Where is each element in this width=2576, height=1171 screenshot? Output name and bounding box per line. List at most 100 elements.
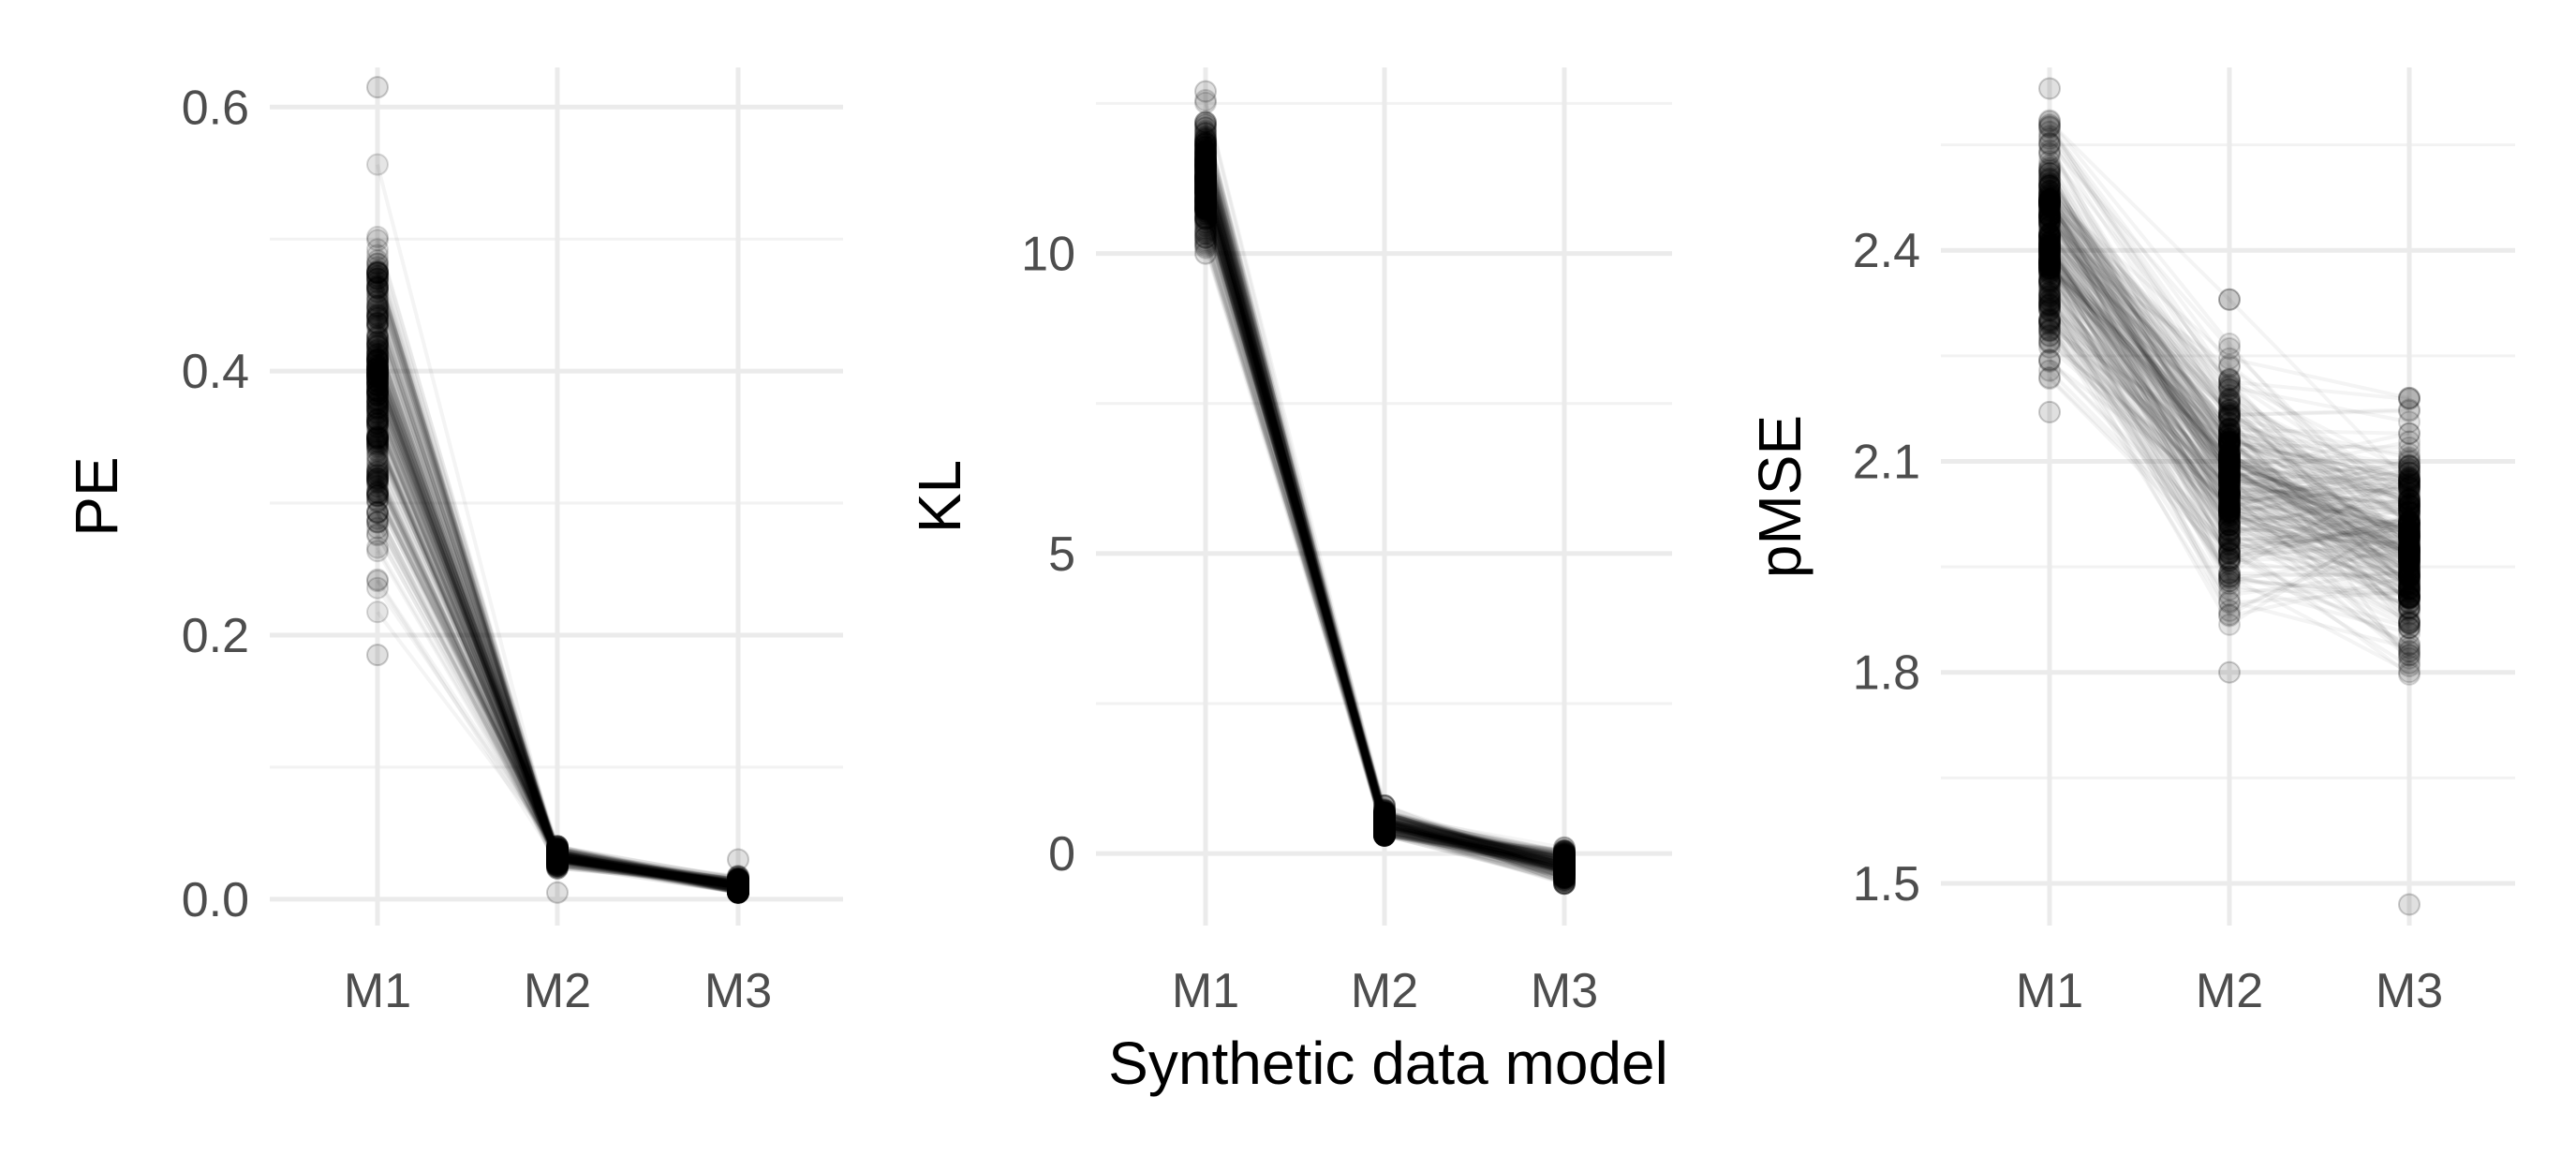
trajectory-line [376, 422, 739, 888]
data-point [366, 426, 389, 450]
data-point [366, 489, 389, 511]
data-point [546, 856, 569, 880]
trajectory-line [376, 315, 739, 885]
trajectory-line [376, 359, 739, 894]
data-point-extreme [1194, 242, 1217, 265]
data-point [727, 875, 749, 898]
data-point [727, 871, 749, 895]
data-point [727, 869, 749, 893]
data-point [546, 842, 569, 866]
data-point [546, 841, 569, 865]
trajectory-line [376, 378, 739, 892]
trajectory-line [376, 371, 739, 894]
data-point [546, 837, 569, 861]
trajectory-line [376, 322, 739, 889]
trajectory-line [376, 378, 739, 884]
data-point [727, 872, 749, 896]
data-point [546, 850, 569, 873]
data-point-extreme [727, 848, 749, 871]
data-point [366, 378, 389, 402]
data-point [2398, 499, 2421, 523]
data-point [546, 846, 569, 868]
data-point [366, 264, 389, 288]
series-lines [376, 164, 739, 895]
data-point [546, 851, 569, 874]
data-point [366, 425, 389, 449]
data-point [366, 383, 389, 407]
data-point [727, 879, 749, 902]
data-point [366, 267, 389, 290]
data-point [366, 342, 389, 365]
data-point [727, 875, 749, 898]
data-point [366, 286, 389, 309]
data-point [366, 467, 389, 490]
data-point [546, 839, 569, 863]
trajectory-line [376, 273, 739, 892]
data-point [727, 879, 749, 901]
trajectory-line [376, 360, 739, 885]
trajectory-line [376, 495, 739, 895]
data-point [546, 847, 569, 870]
x-tick-label: M1 [1172, 964, 1239, 1018]
trajectory-line [376, 482, 739, 885]
trajectory-line [376, 285, 739, 882]
data-point [2038, 290, 2061, 314]
data-point [727, 879, 749, 902]
data-point [2038, 110, 2061, 133]
trajectory-line [376, 449, 739, 887]
data-point [366, 153, 389, 176]
data-point [727, 877, 749, 900]
data-point [727, 878, 749, 901]
data-point [366, 355, 389, 378]
data-point [727, 874, 749, 897]
trajectory-line [376, 402, 739, 886]
trajectory-line [376, 322, 739, 891]
data-point [727, 875, 749, 897]
data-point [727, 872, 749, 896]
data-point [727, 876, 749, 899]
trajectory-line [376, 426, 739, 887]
data-point [727, 878, 749, 901]
data-point [366, 427, 389, 451]
trajectory-line [376, 521, 739, 887]
trajectory-line [376, 499, 739, 887]
data-point [366, 475, 389, 497]
data-point [1194, 111, 1217, 134]
trajectory-line [376, 481, 739, 882]
data-point [546, 841, 569, 865]
data-point [546, 844, 569, 867]
trajectory-line [376, 324, 739, 891]
data-point [727, 872, 749, 896]
trajectory-line [376, 317, 739, 892]
data-point [366, 316, 389, 339]
trajectory-line [376, 287, 739, 895]
trajectory-line [376, 438, 739, 892]
data-point [727, 876, 749, 899]
data-point [366, 275, 389, 299]
data-point [546, 845, 569, 868]
trajectory-line [376, 369, 739, 889]
data-point [727, 873, 749, 897]
trajectory-line [376, 391, 739, 889]
data-point [366, 374, 389, 397]
trajectory-line [376, 477, 739, 886]
trajectory-line [376, 534, 739, 891]
trajectory-line [376, 363, 739, 887]
data-point [727, 876, 749, 899]
trajectory-line [376, 383, 739, 889]
data-point [546, 852, 569, 876]
data-point [2218, 454, 2241, 478]
data-point [1194, 168, 1217, 191]
trajectory-line [376, 308, 739, 883]
data-point [366, 523, 389, 545]
data-point [366, 326, 389, 349]
trajectory-line [376, 447, 739, 895]
data-point [546, 850, 569, 873]
trajectory-line [376, 341, 739, 889]
data-point [546, 845, 569, 868]
trajectory-line [376, 473, 739, 888]
data-point [546, 847, 569, 870]
trajectory-line [376, 378, 739, 895]
trajectory-line [376, 272, 739, 887]
trajectory-line [376, 492, 739, 890]
